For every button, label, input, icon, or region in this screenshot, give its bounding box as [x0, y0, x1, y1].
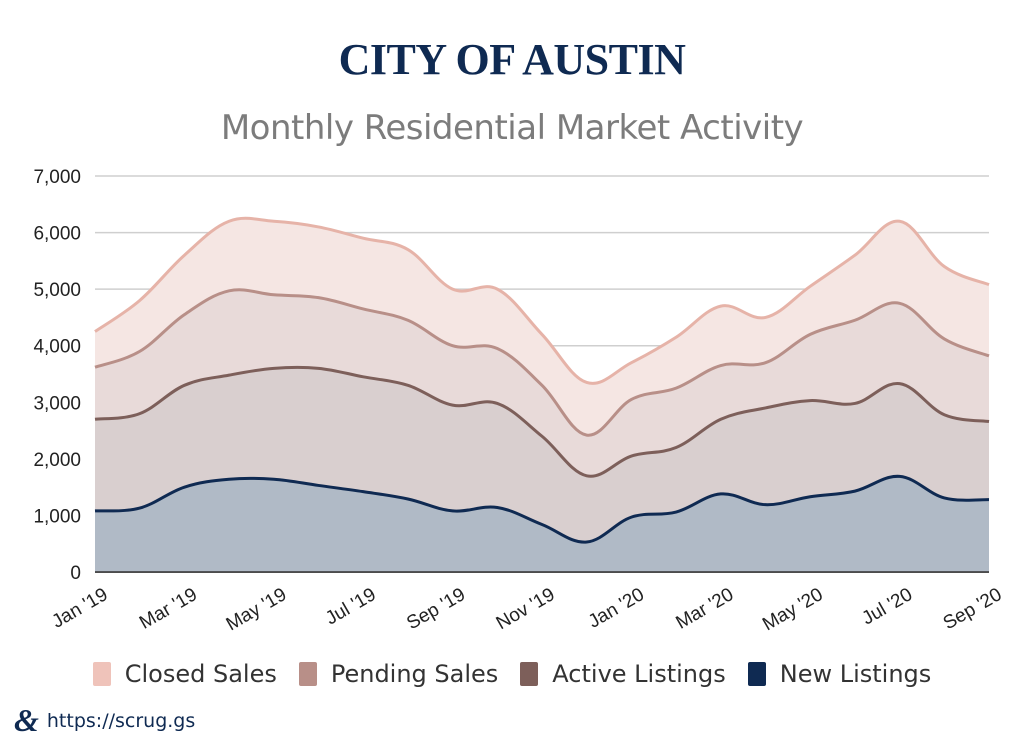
- y-axis-ticks: 0 1,000 2,000 3,000 4,000 5,000 6,000 7,000: [33, 167, 81, 584]
- area-new-listings: [95, 476, 989, 572]
- legend-swatch: [747, 662, 766, 686]
- legend: Closed Sales Pending Sales Active Listin…: [0, 660, 1024, 688]
- y-tick-label: 2,000: [33, 450, 81, 471]
- x-tick-label: May '19: [223, 584, 291, 635]
- legend-swatch: [520, 662, 539, 686]
- legend-label: Closed Sales: [124, 660, 277, 688]
- y-tick-label: 3,000: [33, 393, 81, 414]
- x-axis-ticks: Jan '19 Mar '19 May '19 Jul '19 Sep '19 Nov '…: [48, 584, 1005, 635]
- x-tick-label: Sep '20: [940, 584, 1006, 634]
- x-tick-label: Jan '20: [585, 584, 648, 633]
- legend-item-closed-sales[interactable]: Closed Sales: [92, 660, 277, 688]
- x-tick-label: Jul '19: [322, 584, 380, 629]
- line-closed-sales: [94, 216, 990, 385]
- legend-item-pending-sales[interactable]: Pending Sales: [298, 660, 499, 688]
- y-tick-label: 1,000: [33, 506, 81, 527]
- legend-swatch: [298, 662, 317, 686]
- line-new-listings: [94, 474, 990, 544]
- ampersand-logo-icon: &: [14, 702, 39, 738]
- chart-subtitle: Monthly Residential Market Activity: [220, 108, 804, 148]
- legend-item-new-listings[interactable]: New Listings: [747, 660, 932, 688]
- x-tick-label: Mar '19: [136, 584, 201, 634]
- source-url-link[interactable]: https://scrug.gs: [46, 709, 196, 732]
- series-areas: [95, 218, 989, 572]
- y-tick-label: 0: [70, 563, 81, 584]
- x-tick-label: May '20: [759, 584, 827, 635]
- series-lines: [94, 216, 990, 573]
- legend-swatch: [92, 662, 111, 686]
- x-tick-label: Sep '19: [403, 584, 469, 634]
- legend-label: Active Listings: [552, 660, 726, 688]
- y-tick-label: 5,000: [33, 280, 81, 301]
- footer: & https://scrug.gs: [14, 702, 195, 739]
- x-tick-label: Mar '20: [672, 584, 737, 634]
- line-pending-sales: [94, 288, 990, 437]
- line-active-listings: [94, 365, 990, 478]
- x-tick-label: Jan '19: [48, 584, 111, 633]
- x-tick-label: Nov '19: [493, 584, 559, 634]
- x-tick-label: Jul '20: [859, 584, 917, 629]
- legend-label: Pending Sales: [330, 660, 499, 688]
- y-tick-label: 4,000: [33, 337, 81, 358]
- y-tick-label: 6,000: [33, 224, 81, 245]
- legend-label: New Listings: [779, 660, 932, 688]
- chart-title: CITY OF AUSTIN: [338, 35, 686, 84]
- y-tick-label: 7,000: [33, 167, 81, 188]
- legend-item-active-listings[interactable]: Active Listings: [520, 660, 726, 688]
